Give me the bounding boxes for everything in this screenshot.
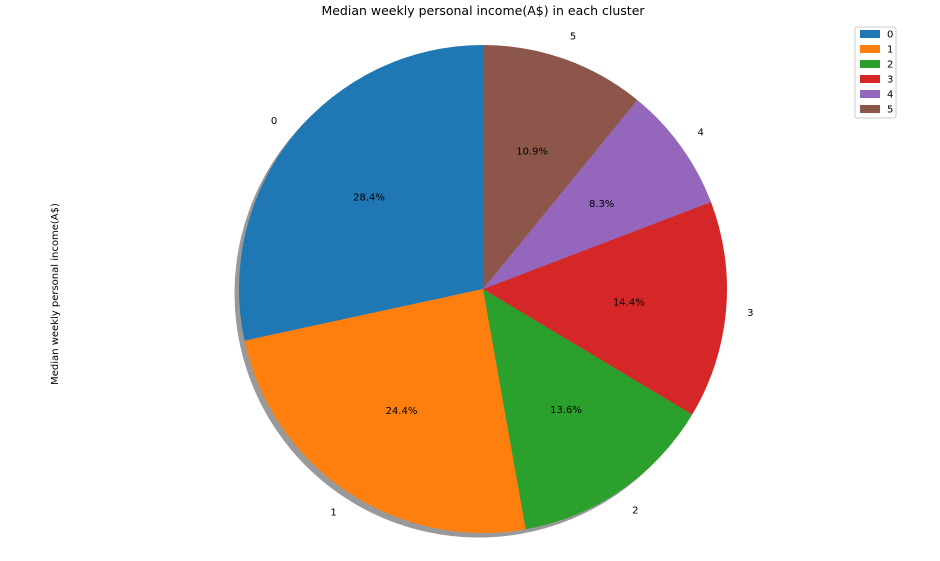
slice-label-3: 3 xyxy=(747,308,753,319)
legend-label-0: 0 xyxy=(887,30,893,41)
slice-label-1: 1 xyxy=(330,507,336,518)
pie-slices xyxy=(239,45,728,533)
slice-label-0: 0 xyxy=(271,116,277,127)
percent-label-4: 8.3% xyxy=(589,199,614,210)
slice-label-4: 4 xyxy=(697,127,703,138)
percent-label-5: 10.9% xyxy=(516,147,548,158)
y-axis-label: Median weekly personal income(A$) xyxy=(50,203,61,385)
pie-labels: 0 28.4% 1 24.4% 2 13.6% 3 14.4% 4 8.3% 5 10.9% xyxy=(271,32,754,519)
legend-label-5: 5 xyxy=(887,105,893,116)
percent-label-2: 13.6% xyxy=(550,405,582,416)
legend-swatch-4 xyxy=(860,90,880,98)
chart-title: Median weekly personal income(A$) in eac… xyxy=(321,3,645,18)
slice-label-5: 5 xyxy=(570,32,576,43)
legend-swatch-5 xyxy=(860,105,880,113)
legend-label-2: 2 xyxy=(887,60,893,71)
slice-label-2: 2 xyxy=(632,506,638,517)
pie-slice-3 xyxy=(483,202,728,415)
percent-label-3: 14.4% xyxy=(613,297,645,308)
pie-slice-5 xyxy=(483,45,638,289)
percent-label-1: 24.4% xyxy=(386,406,418,417)
legend-label-4: 4 xyxy=(887,90,893,101)
pie-slice-4 xyxy=(483,100,711,290)
pie-slice-0 xyxy=(239,45,483,341)
legend-label-1: 1 xyxy=(887,45,893,56)
pie-slice-1 xyxy=(244,289,526,533)
legend-swatch-1 xyxy=(860,45,880,53)
legend-swatch-0 xyxy=(860,30,880,38)
legend: 0 1 2 3 4 5 xyxy=(854,26,897,119)
legend-label-3: 3 xyxy=(887,75,893,86)
pie-slice-2 xyxy=(483,289,693,530)
legend-swatch-2 xyxy=(860,60,880,68)
percent-label-0: 28.4% xyxy=(353,193,385,204)
legend-swatch-3 xyxy=(860,75,880,83)
